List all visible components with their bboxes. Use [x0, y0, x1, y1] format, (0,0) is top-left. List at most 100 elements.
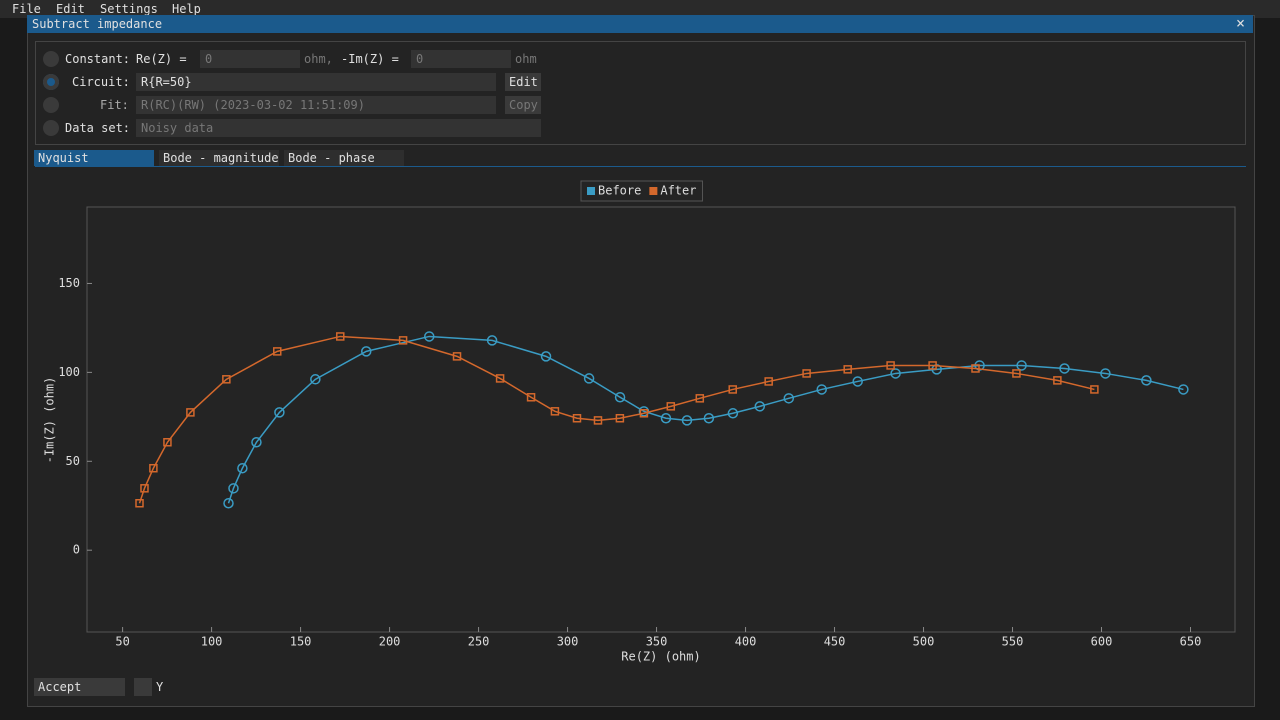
point: [1100, 368, 1111, 379]
x-tick-label: 500: [913, 635, 935, 649]
radio-button[interactable]: [43, 51, 59, 67]
series-line: [138, 335, 1095, 504]
point: [843, 365, 852, 374]
x-tick-label: 400: [735, 635, 757, 649]
x-tick-label: 600: [1091, 635, 1113, 649]
x-tick-label: 300: [557, 635, 579, 649]
dataset-select[interactable]: Noisy data: [136, 119, 541, 137]
point: [273, 347, 282, 356]
point: [890, 368, 901, 379]
tab-active[interactable]: Nyquist: [34, 150, 154, 166]
point: [572, 414, 582, 423]
point: [424, 331, 435, 342]
point: [1016, 360, 1027, 371]
legend-label: Before: [598, 184, 641, 198]
x-tick-label: 350: [646, 635, 668, 649]
point: [754, 401, 766, 412]
point: [695, 394, 705, 403]
y-tick-label: 50: [66, 454, 80, 468]
point: [223, 498, 234, 509]
label: Fit:: [100, 98, 129, 112]
point: [140, 484, 149, 493]
point: [971, 364, 980, 373]
radio-button[interactable]: [43, 120, 59, 136]
point: [310, 374, 321, 385]
accept-button[interactable]: Accept: [34, 678, 125, 696]
point: [727, 408, 739, 419]
point: [274, 407, 285, 418]
close-button[interactable]: ×: [1236, 14, 1246, 32]
point: [1178, 384, 1189, 395]
point: [639, 409, 649, 418]
point: [638, 406, 650, 417]
point: [495, 374, 505, 383]
y-axis-label: -Im(Z) (ohm): [43, 377, 57, 464]
point: [852, 376, 863, 387]
tab[interactable]: Bode - phase: [284, 150, 404, 166]
edit-button[interactable]: Edit: [505, 73, 541, 91]
point: [783, 393, 795, 404]
point: [1141, 375, 1152, 386]
x-tick-label: 100: [201, 635, 223, 649]
legend-swatch: [649, 187, 658, 195]
radio-button-selected[interactable]: [43, 74, 59, 90]
menu-item[interactable]: Edit: [56, 2, 85, 16]
circuit-input[interactable]: R{R=50}: [136, 73, 496, 91]
checkbox-label: Y: [156, 680, 164, 694]
point: [614, 392, 626, 403]
point: [228, 483, 239, 494]
point: [1090, 385, 1099, 394]
label: Re(Z) =: [136, 52, 187, 66]
point: [135, 499, 144, 508]
x-tick-label: 150: [290, 635, 312, 649]
legend: Before After: [580, 180, 703, 202]
legend-box: [580, 180, 703, 202]
point: [802, 369, 811, 378]
point: [593, 416, 603, 425]
copy-button[interactable]: Copy: [505, 96, 541, 114]
point: [486, 335, 498, 346]
point: [550, 407, 560, 416]
x-tick-label: 250: [468, 635, 490, 649]
point: [336, 332, 345, 341]
point: [186, 408, 195, 417]
radio-button[interactable]: [43, 97, 59, 113]
label: Constant:: [65, 52, 131, 66]
menu-item[interactable]: Settings: [100, 2, 158, 16]
series-line: [227, 335, 1184, 504]
point: [149, 463, 158, 473]
tab[interactable]: Bode - magnitude: [159, 150, 279, 166]
point: [526, 393, 536, 402]
legend-swatch: [587, 187, 595, 195]
point: [928, 361, 937, 370]
fit-select[interactable]: R(RC)(RW) (2023-03-02 11:51:09): [136, 96, 496, 114]
point: [540, 351, 552, 362]
label: -Im(Z) =: [341, 52, 399, 66]
x-axis-label: Re(Z) (ohm): [621, 650, 700, 664]
point: [163, 438, 172, 447]
y-tick-label: 150: [58, 276, 80, 290]
re-input[interactable]: 0: [200, 50, 300, 68]
x-tick-label: 550: [1002, 635, 1024, 649]
y-tick-label: 100: [58, 365, 80, 379]
dialog-title-bar: Subtract impedance ×: [27, 15, 1253, 33]
checkbox[interactable]: [134, 678, 152, 696]
point: [361, 346, 372, 357]
point: [703, 413, 715, 424]
x-tick-label: 650: [1180, 635, 1202, 649]
point: [452, 352, 462, 361]
menu-item[interactable]: Help: [172, 2, 201, 16]
options-panel: [35, 41, 1246, 145]
menu-item[interactable]: File: [12, 2, 41, 16]
x-tick-label: 450: [824, 635, 846, 649]
point: [666, 402, 676, 411]
point: [681, 415, 693, 426]
point: [728, 385, 737, 394]
im-input[interactable]: 0: [411, 50, 511, 68]
point: [237, 462, 248, 474]
point: [1053, 376, 1062, 385]
point: [1059, 363, 1070, 374]
point: [1012, 369, 1021, 378]
